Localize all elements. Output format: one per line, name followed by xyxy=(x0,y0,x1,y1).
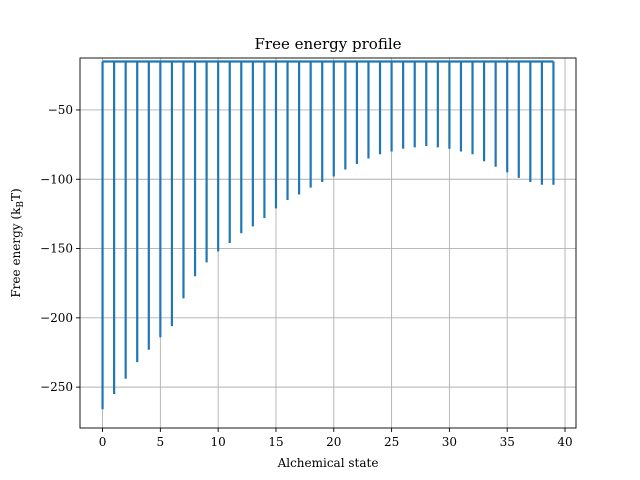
chart-title: Free energy profile xyxy=(254,35,401,53)
x-tick-label: 20 xyxy=(326,435,341,449)
x-tick-label: 0 xyxy=(99,435,107,449)
y-axis-label: Free energy (kBT) xyxy=(9,188,26,297)
x-tick-label: 40 xyxy=(557,435,572,449)
x-tick-label: 35 xyxy=(500,435,515,449)
x-tick-label: 25 xyxy=(384,435,399,449)
axis-ticks: 0 5 10 15 20 25 30 35 40 −250 −200 −150 −100 −50 xyxy=(40,103,573,449)
y-tick-label: −200 xyxy=(40,311,73,325)
y-axis-label-end: T) xyxy=(9,188,23,201)
y-tick-label: −150 xyxy=(40,242,73,256)
y-tick-label: −250 xyxy=(40,380,73,394)
x-tick-label: 15 xyxy=(268,435,283,449)
x-tick-label: 30 xyxy=(442,435,457,449)
y-tick-label: −100 xyxy=(40,172,73,186)
y-axis-label-main: Free energy (k xyxy=(9,207,23,298)
x-axis-label: Alchemical state xyxy=(277,456,379,470)
series-free-energy xyxy=(101,60,555,410)
y-axis-label-subscript: B xyxy=(16,201,26,208)
y-tick-label: −50 xyxy=(48,103,73,117)
x-tick-label: 5 xyxy=(157,435,165,449)
plot-frame xyxy=(79,57,577,429)
x-tick-label: 10 xyxy=(211,435,226,449)
